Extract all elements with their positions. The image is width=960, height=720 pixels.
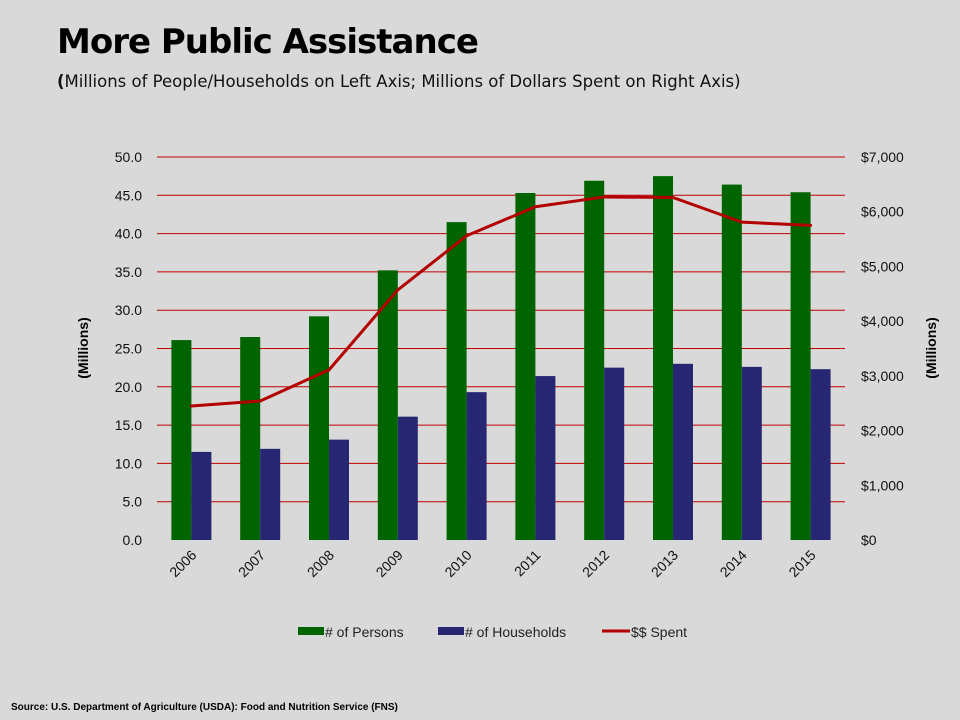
bar-persons-2007[interactable] bbox=[240, 337, 261, 540]
spent-point-2006[interactable] bbox=[189, 404, 193, 408]
spent-point-2008[interactable] bbox=[327, 368, 331, 372]
bar-households-2015[interactable] bbox=[810, 369, 831, 540]
left-tick-label: 40.0 bbox=[115, 226, 142, 242]
right-tick-label: $4,000 bbox=[861, 313, 904, 329]
spent-point-2009[interactable] bbox=[396, 288, 400, 292]
x-tick-label: 2013 bbox=[648, 547, 681, 580]
slide-subtitle: (Millions of People/Households on Left A… bbox=[57, 72, 741, 91]
bar-households-2011[interactable] bbox=[535, 376, 556, 540]
legend-item-spent[interactable]: $$ Spent bbox=[602, 624, 687, 640]
left-tick-label: 45.0 bbox=[115, 187, 142, 203]
left-tick-label: 30.0 bbox=[115, 302, 142, 318]
right-tick-label: $7,000 bbox=[861, 149, 904, 165]
bar-persons-2014[interactable] bbox=[721, 184, 742, 541]
spent-point-2015[interactable] bbox=[809, 223, 813, 227]
x-axis-ticks: 2006 2007 2008 2009 2010 2011 2012 2013 2014 2015 bbox=[166, 547, 819, 580]
bar-households-2012[interactable] bbox=[604, 367, 625, 540]
left-tick-label: 15.0 bbox=[115, 417, 142, 433]
bar-households-2009[interactable] bbox=[397, 416, 418, 540]
x-tick-label: 2008 bbox=[304, 547, 337, 580]
subtitle-open-paren: ( bbox=[57, 72, 65, 91]
right-axis-title: (Millions) bbox=[923, 317, 939, 378]
x-tick-label: 2012 bbox=[579, 547, 612, 580]
bars bbox=[171, 176, 831, 541]
legend-label-persons: # of Persons bbox=[325, 624, 404, 640]
spent-point-2013[interactable] bbox=[671, 195, 675, 199]
right-tick-label: $2,000 bbox=[861, 423, 904, 439]
right-tick-label: $0 bbox=[861, 532, 877, 548]
x-tick-label: 2015 bbox=[785, 547, 818, 580]
spent-point-2014[interactable] bbox=[740, 220, 744, 224]
subtitle-text: Millions of People/Households on Left Ax… bbox=[64, 72, 741, 91]
left-tick-label: 25.0 bbox=[115, 341, 142, 357]
spent-line-series bbox=[189, 195, 813, 408]
bar-households-2014[interactable] bbox=[741, 366, 762, 540]
x-tick-label: 2010 bbox=[441, 547, 474, 580]
bar-persons-2013[interactable] bbox=[653, 176, 673, 540]
bar-persons-2008[interactable] bbox=[309, 316, 329, 540]
bar-persons-2015[interactable] bbox=[790, 192, 811, 540]
bar-persons-2010[interactable] bbox=[446, 222, 467, 541]
left-tick-label: 50.0 bbox=[115, 149, 142, 165]
left-axis-title: (Millions) bbox=[75, 317, 91, 378]
left-tick-label: 35.0 bbox=[115, 264, 142, 280]
bar-households-2013[interactable] bbox=[673, 363, 693, 540]
spent-point-2012[interactable] bbox=[602, 195, 606, 199]
bar-households-2008[interactable] bbox=[329, 439, 349, 540]
legend-label-spent: $$ Spent bbox=[631, 624, 687, 640]
bar-persons-2009[interactable] bbox=[377, 270, 398, 540]
right-tick-label: $1,000 bbox=[861, 477, 904, 493]
left-axis-ticks: 0.0 5.0 10.0 15.0 20.0 25.0 30.0 35.0 40.0 45.0 50… bbox=[115, 149, 142, 548]
legend: # of Persons # of Households $$ Spent bbox=[298, 624, 687, 640]
spent-point-2010[interactable] bbox=[465, 234, 469, 238]
left-tick-label: 0.0 bbox=[123, 532, 143, 548]
legend-swatch-households bbox=[438, 627, 464, 635]
left-tick-label: 20.0 bbox=[115, 379, 142, 395]
spent-point-2011[interactable] bbox=[533, 205, 537, 209]
right-tick-label: $6,000 bbox=[861, 204, 904, 220]
x-tick-label: 2014 bbox=[717, 547, 750, 580]
source-note: Source: U.S. Department of Agriculture (… bbox=[11, 702, 398, 713]
bar-persons-2012[interactable] bbox=[584, 180, 605, 540]
right-axis-ticks: $0 $1,000 $2,000 $3,000 $4,000 $5,000 $6,000 $7… bbox=[861, 149, 904, 548]
slide-title: More Public Assistance bbox=[57, 22, 479, 62]
bar-households-2010[interactable] bbox=[466, 392, 487, 540]
bar-households-2006[interactable] bbox=[191, 451, 212, 540]
x-tick-label: 2009 bbox=[373, 547, 406, 580]
bar-persons-2011[interactable] bbox=[515, 193, 536, 540]
spent-point-2007[interactable] bbox=[258, 399, 262, 403]
legend-swatch-persons bbox=[298, 627, 324, 635]
legend-item-persons[interactable]: # of Persons bbox=[298, 624, 404, 640]
right-tick-label: $3,000 bbox=[861, 368, 904, 384]
left-tick-label: 5.0 bbox=[123, 494, 143, 510]
legend-item-households[interactable]: # of Households bbox=[438, 624, 566, 640]
bar-persons-2006[interactable] bbox=[171, 340, 192, 540]
legend-label-households: # of Households bbox=[465, 624, 566, 640]
bar-households-2007[interactable] bbox=[260, 448, 281, 540]
spent-line[interactable] bbox=[191, 195, 811, 408]
right-tick-label: $5,000 bbox=[861, 258, 904, 274]
x-tick-label: 2006 bbox=[166, 547, 199, 580]
x-tick-label: 2007 bbox=[235, 547, 268, 580]
left-tick-label: 10.0 bbox=[115, 455, 142, 471]
x-tick-label: 2011 bbox=[511, 547, 544, 580]
